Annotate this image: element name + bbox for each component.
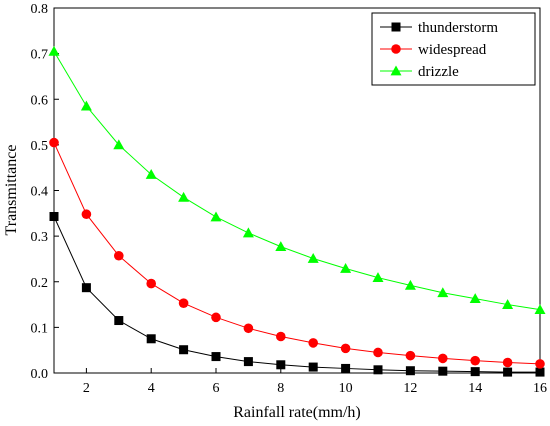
x-axis-title: Rainfall rate(mm/h): [233, 404, 361, 421]
data-point: [405, 350, 416, 361]
data-point: [308, 338, 319, 348]
y-tick-label: 0.4: [31, 185, 49, 200]
data-point: [502, 357, 513, 368]
data-point: [341, 363, 351, 373]
data-point: [114, 250, 124, 261]
data-point: [276, 331, 286, 342]
series-line: [53, 51, 541, 311]
legend-item-widespread: widespread: [380, 42, 487, 58]
data-point: [308, 362, 318, 372]
x-tick-label: 4: [148, 381, 155, 396]
data-point: [211, 312, 221, 323]
legend-label: widespread: [418, 42, 487, 58]
data-point: [404, 279, 416, 290]
series-layer: [48, 45, 546, 377]
x-tick-label: 12: [403, 381, 417, 396]
data-point: [178, 191, 190, 202]
data-point: [373, 347, 383, 358]
data-point: [534, 304, 546, 314]
legend-label: drizzle: [418, 64, 459, 80]
data-point: [48, 45, 60, 56]
series-line: [53, 142, 541, 365]
y-tick-label: 0.1: [31, 321, 49, 336]
data-point: [146, 334, 156, 344]
data-point: [276, 360, 286, 370]
data-point: [243, 323, 254, 334]
data-point: [81, 283, 91, 293]
data-point: [469, 293, 481, 304]
legend-marker: [391, 22, 401, 32]
data-point: [114, 316, 124, 326]
data-point: [113, 139, 125, 150]
data-point: [307, 252, 319, 263]
legend: thunderstorm widespread drizzle: [371, 12, 536, 86]
data-point: [470, 367, 480, 377]
data-point: [373, 365, 383, 375]
data-point: [340, 343, 351, 354]
y-axis-title: Transmittance: [3, 145, 20, 236]
series-widespread: [49, 137, 545, 369]
data-point: [49, 212, 59, 222]
data-point: [503, 367, 513, 377]
x-tick-label: 14: [468, 381, 482, 396]
legend-label: thunderstorm: [418, 20, 498, 36]
data-point: [438, 366, 448, 376]
data-point: [275, 241, 287, 252]
data-point: [502, 299, 514, 309]
data-point: [438, 353, 448, 364]
data-point: [470, 355, 481, 366]
series-thunderstorm: [49, 212, 545, 377]
data-point: [179, 345, 189, 355]
y-tick-label: 0.6: [31, 93, 49, 108]
y-tick-label: 0.2: [31, 276, 49, 291]
y-tick-label: 0.0: [31, 367, 49, 382]
y-tick-label: 0.5: [31, 139, 49, 154]
data-point: [80, 100, 92, 111]
x-tick-label: 8: [277, 381, 284, 396]
x-tick-label: 6: [213, 381, 220, 396]
data-point: [81, 209, 92, 220]
x-tick-label: 16: [533, 381, 547, 396]
data-point: [145, 169, 157, 179]
data-point: [146, 278, 156, 289]
data-point: [49, 137, 59, 148]
legend-item-drizzle: drizzle: [380, 64, 459, 80]
x-tick-label: 10: [339, 381, 353, 396]
legend-marker: [390, 65, 402, 76]
x-tick-label: 2: [83, 381, 90, 396]
series-drizzle: [48, 45, 546, 314]
y-tick-label: 0.8: [31, 2, 49, 17]
data-point: [405, 366, 415, 376]
data-point: [242, 227, 254, 238]
data-point: [535, 359, 545, 369]
y-tick-label: 0.3: [31, 230, 49, 245]
data-point: [372, 272, 384, 283]
y-tick-label: 0.7: [31, 48, 49, 63]
series-line: [53, 216, 540, 373]
data-point: [243, 357, 253, 367]
data-point: [210, 211, 222, 222]
data-point: [535, 367, 545, 377]
data-point: [340, 263, 352, 273]
legend-item-thunderstorm: thunderstorm: [380, 20, 498, 36]
legend-marker: [391, 44, 401, 54]
data-point: [178, 298, 189, 308]
y-axis: 0.0 0.1 0.2 0.3 0.4 0.5 0.6 0.7 0.8: [31, 2, 59, 382]
data-point: [211, 352, 221, 362]
data-point: [437, 287, 449, 298]
